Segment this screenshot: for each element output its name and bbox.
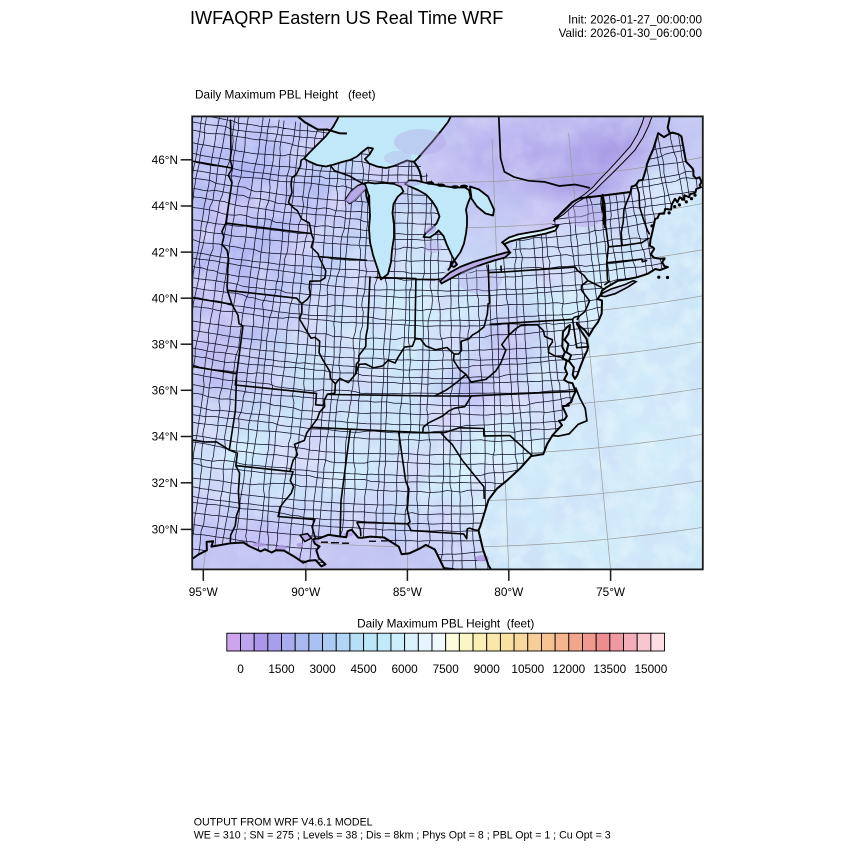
- svg-text:10500: 10500: [511, 662, 544, 676]
- svg-text:30°N: 30°N: [152, 523, 178, 537]
- svg-text:32°N: 32°N: [152, 476, 178, 490]
- svg-text:90°W: 90°W: [291, 585, 321, 599]
- svg-text:Valid: 2026-01-30_06:00:00: Valid: 2026-01-30_06:00:00: [559, 27, 703, 40]
- svg-text:46°N: 46°N: [152, 153, 178, 167]
- svg-text:36°N: 36°N: [152, 384, 178, 398]
- svg-text:1500: 1500: [268, 662, 295, 676]
- svg-text:3000: 3000: [309, 662, 336, 676]
- svg-text:7500: 7500: [433, 662, 460, 676]
- svg-text:75°W: 75°W: [596, 585, 626, 599]
- svg-text:80°W: 80°W: [494, 585, 524, 599]
- svg-text:12000: 12000: [552, 662, 585, 676]
- svg-text:44°N: 44°N: [152, 199, 178, 213]
- svg-text:38°N: 38°N: [152, 337, 178, 351]
- svg-text:4500: 4500: [350, 662, 377, 676]
- svg-text:40°N: 40°N: [152, 291, 178, 305]
- svg-text:Daily Maximum PBL Height (fee: Daily Maximum PBL Height (feet): [357, 616, 534, 630]
- svg-text:IWFAQRP Eastern US Real Time W: IWFAQRP Eastern US Real Time WRF: [190, 8, 503, 28]
- svg-text:6000: 6000: [391, 662, 418, 676]
- svg-text:15000: 15000: [634, 662, 667, 676]
- svg-text:WE = 310 ; SN = 275 ; Levels =: WE = 310 ; SN = 275 ; Levels = 38 ; Dis …: [194, 830, 611, 842]
- svg-text:Daily Maximum PBL Height (fe: Daily Maximum PBL Height (feet): [195, 87, 376, 101]
- svg-text:95°W: 95°W: [189, 585, 219, 599]
- svg-text:0: 0: [237, 662, 244, 676]
- svg-text:OUTPUT FROM WRF V4.6.1 MODEL: OUTPUT FROM WRF V4.6.1 MODEL: [194, 816, 373, 828]
- svg-text:Init: 2026-01-27_00:00:00: Init: 2026-01-27_00:00:00: [568, 14, 702, 27]
- svg-text:42°N: 42°N: [152, 245, 178, 259]
- svg-text:13500: 13500: [593, 662, 626, 676]
- svg-text:34°N: 34°N: [152, 430, 178, 444]
- svg-text:85°W: 85°W: [393, 585, 423, 599]
- svg-text:9000: 9000: [474, 662, 501, 676]
